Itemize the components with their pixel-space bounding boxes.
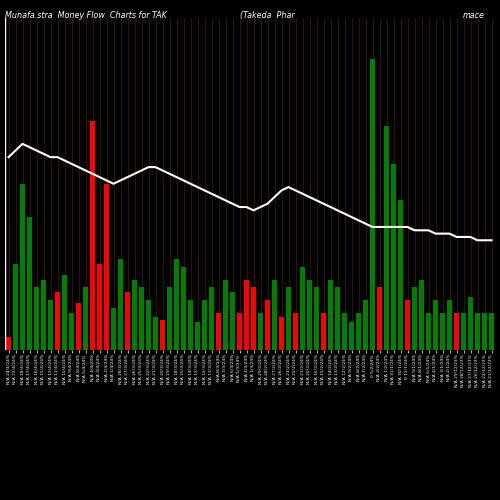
Bar [195, 322, 200, 350]
Bar [188, 300, 193, 350]
Bar [363, 300, 368, 350]
Bar [244, 280, 249, 350]
Bar [76, 304, 81, 350]
Bar [118, 258, 123, 350]
Bar [167, 287, 172, 350]
Bar [153, 317, 158, 350]
Bar [440, 314, 445, 350]
Bar [237, 314, 242, 350]
Bar [258, 314, 263, 350]
Bar [461, 314, 466, 350]
Bar [321, 314, 326, 350]
Bar [34, 287, 39, 350]
Bar [300, 267, 305, 350]
Bar [111, 308, 116, 350]
Bar [20, 184, 25, 350]
Bar [468, 297, 473, 350]
Bar [62, 275, 67, 350]
Bar [349, 322, 354, 350]
Bar [419, 280, 424, 350]
Bar [377, 287, 382, 350]
Bar [104, 184, 109, 350]
Bar [405, 300, 410, 350]
Bar [41, 280, 46, 350]
Bar [482, 314, 487, 350]
Bar [90, 120, 95, 350]
Bar [454, 314, 459, 350]
Bar [251, 287, 256, 350]
Bar [335, 287, 340, 350]
Bar [139, 287, 144, 350]
Bar [6, 336, 11, 350]
Bar [125, 292, 130, 350]
Bar [475, 314, 480, 350]
Bar [230, 292, 235, 350]
Bar [370, 59, 375, 350]
Bar [433, 300, 438, 350]
Bar [160, 320, 165, 350]
Bar [307, 280, 312, 350]
Bar [384, 126, 389, 350]
Bar [447, 300, 452, 350]
Text: (Takeda  Phar: (Takeda Phar [240, 11, 294, 20]
Bar [146, 300, 151, 350]
Bar [328, 280, 333, 350]
Bar [181, 267, 186, 350]
Text: mace: mace [463, 11, 485, 20]
Bar [216, 314, 221, 350]
Bar [97, 264, 102, 350]
Bar [55, 292, 60, 350]
Bar [27, 217, 32, 350]
Bar [265, 300, 270, 350]
Bar [202, 300, 207, 350]
Bar [174, 258, 179, 350]
Bar [69, 314, 74, 350]
Bar [286, 287, 291, 350]
Bar [279, 317, 284, 350]
Bar [489, 314, 494, 350]
Bar [412, 287, 417, 350]
Bar [342, 314, 347, 350]
Bar [48, 300, 53, 350]
Bar [426, 314, 431, 350]
Bar [13, 264, 18, 350]
Bar [398, 200, 403, 350]
Bar [356, 314, 361, 350]
Bar [272, 280, 277, 350]
Bar [83, 287, 88, 350]
Bar [132, 280, 137, 350]
Bar [209, 287, 214, 350]
Text: Munafa.stra  Money Flow  Charts for TAK: Munafa.stra Money Flow Charts for TAK [5, 11, 167, 20]
Bar [293, 314, 298, 350]
Bar [223, 280, 228, 350]
Bar [314, 287, 319, 350]
Bar [391, 164, 396, 350]
